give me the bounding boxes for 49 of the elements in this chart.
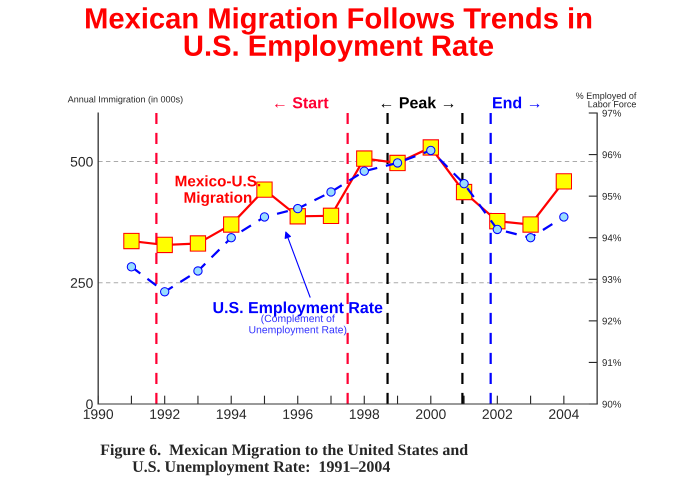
point: [193, 266, 203, 276]
point: [322, 208, 340, 224]
text: End →: [493, 96, 540, 108]
point: [459, 178, 469, 188]
x-tick-label: 1990: [84, 409, 114, 420]
x-tick-label: 1992: [150, 409, 180, 420]
y2-tick-label: 94%: [602, 234, 622, 242]
point: [223, 216, 240, 233]
x-tick-label: 2000: [416, 409, 446, 420]
x-tick-label: 2002: [482, 409, 512, 420]
point: [556, 173, 572, 190]
point: [356, 150, 372, 167]
text: ← Start: [275, 97, 328, 108]
annotation: (Complement of Unemployment Rate): [249, 314, 346, 336]
point: [522, 216, 539, 233]
y-tick-label: 0: [86, 399, 93, 410]
point: [190, 235, 206, 252]
point: [160, 287, 170, 296]
point: [126, 262, 136, 272]
point: [260, 212, 270, 222]
point: [156, 236, 173, 254]
series-label: U.S. Employment Rate: [214, 302, 382, 316]
y2-tick-label: 93%: [602, 276, 622, 283]
point: [326, 187, 336, 197]
point: [559, 212, 569, 222]
point: [360, 166, 369, 176]
point: [526, 233, 536, 242]
y2-axis-title: % Employed of Labor Force: [576, 92, 636, 108]
x-tick-label: 1996: [283, 409, 313, 420]
chart-title: Mexican Migration Follows Trends in U.S. Employment Rate: [86, 7, 592, 62]
caption: Figure 6. Mexican Migration to the United States and U.S. Unemployment Rate: 1991–2004: [100, 444, 468, 476]
point: [293, 204, 302, 214]
point: [492, 224, 502, 234]
series-label: Mexico-U.S. Migration: [176, 175, 260, 206]
x-tick-label: 1994: [216, 409, 246, 420]
y2-tick-label: 92%: [602, 318, 622, 324]
y-axis-title: Annual Immigration (in 000s): [68, 96, 183, 104]
x-tick-label: 1998: [350, 409, 380, 420]
point: [226, 233, 236, 242]
y2-tick-label: 97%: [602, 110, 622, 117]
y2-tick-label: 95%: [602, 192, 622, 200]
y-tick-label: 500: [70, 156, 93, 167]
y2-tick-label: 96%: [602, 151, 622, 158]
x-tick-label: 2004: [549, 409, 579, 420]
text: ← Peak →: [382, 96, 454, 108]
y-tick-label: 250: [70, 278, 93, 288]
point: [123, 232, 140, 250]
y2-tick-label: 91%: [602, 359, 622, 366]
y2-tick-label: 90%: [602, 400, 622, 408]
